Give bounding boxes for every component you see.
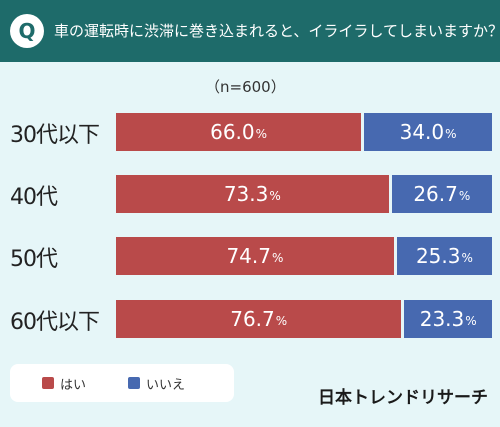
data-label: 25.3	[415, 244, 461, 268]
percent-unit: %	[461, 251, 473, 265]
category-label: 40代	[10, 185, 58, 210]
bar-yes: 73.3%	[116, 175, 389, 213]
legend-swatch-no	[128, 377, 140, 389]
bar-no: 34.0%	[364, 113, 492, 151]
legend-swatch-yes	[42, 377, 54, 389]
bar-no: 23.3%	[404, 300, 492, 338]
data-label: 76.7	[230, 307, 275, 331]
percent-unit: %	[275, 314, 288, 328]
data-label: 26.7	[413, 182, 458, 206]
data-label: 73.3	[223, 182, 269, 206]
bar-yes: 74.7%	[116, 237, 394, 275]
percent-unit: %	[255, 127, 268, 141]
bar-yes: 76.7%	[116, 300, 402, 338]
bar-yes: 66.0%	[116, 113, 362, 151]
data-label: 66.0	[210, 120, 255, 144]
bar-no: 26.7%	[391, 175, 492, 213]
brand-logo-text: 日本トレンドリサーチ	[318, 388, 488, 408]
data-label: 23.3	[419, 307, 465, 331]
legend-label-yes: はい	[60, 378, 87, 393]
percent-unit: %	[269, 189, 281, 203]
category-label: 50代	[10, 247, 58, 272]
data-label: 74.7	[226, 244, 271, 268]
question-badge: Q	[10, 14, 44, 48]
bar-no: 25.3%	[396, 237, 492, 275]
question-header: Q 車の運転時に渋滞に巻き込まれると、イライラしてしまいますか？	[0, 0, 500, 62]
category-label: 30代以下	[10, 123, 100, 148]
percent-unit: %	[445, 127, 457, 141]
sample-size-note: （n=600）	[205, 78, 286, 96]
question-text: 車の運転時に渋滞に巻き込まれると、イライラしてしまいますか？	[54, 22, 500, 40]
percent-unit: %	[465, 314, 477, 328]
percent-unit: %	[458, 189, 471, 203]
percent-unit: %	[271, 251, 284, 265]
category-label: 60代以下	[10, 310, 100, 335]
data-label: 34.0	[399, 120, 445, 144]
legend-label-no: いいえ	[146, 378, 186, 393]
